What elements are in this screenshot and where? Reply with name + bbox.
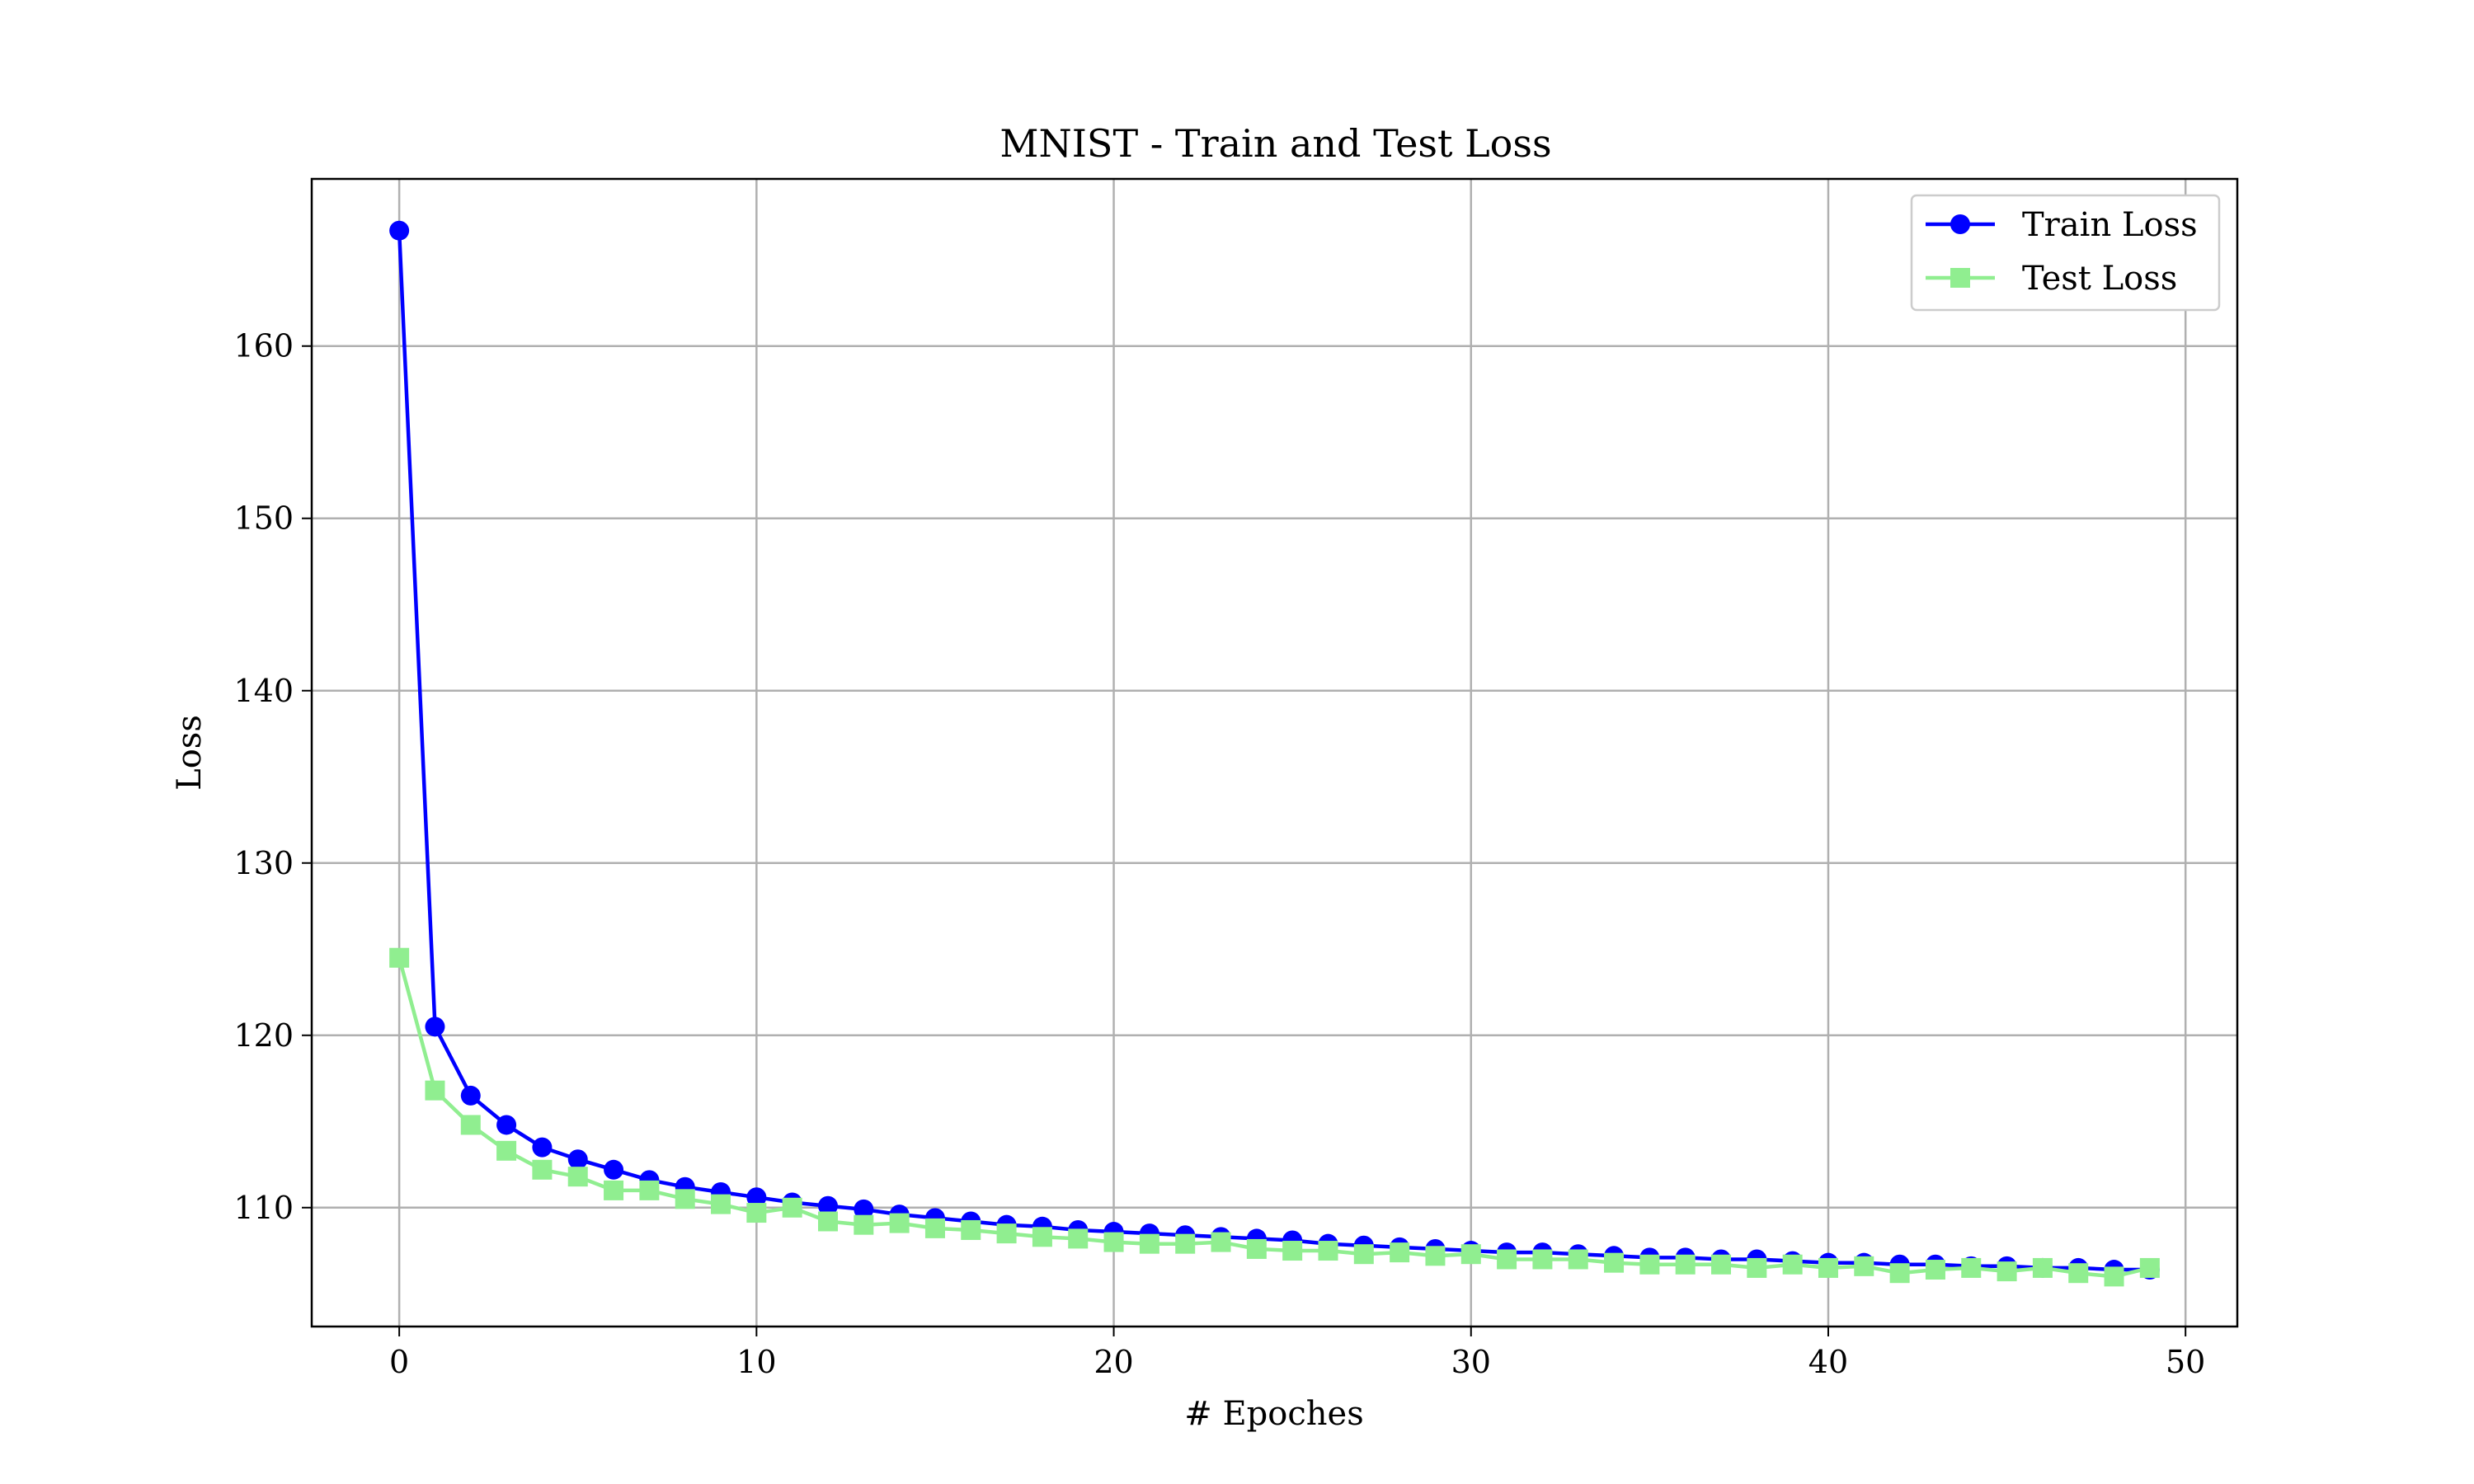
data-point: [1103, 1232, 1124, 1252]
y-tick-label: 160: [233, 328, 294, 364]
data-point: [1961, 1257, 1982, 1278]
y-axis-label: Loss: [171, 715, 209, 791]
chart-title: MNIST - Train and Test Loss: [999, 121, 1551, 166]
y-tick-label: 120: [233, 1017, 294, 1054]
data-point: [2139, 1257, 2160, 1278]
x-tick-label: 10: [736, 1344, 776, 1380]
data-point: [996, 1223, 1017, 1244]
y-tick-label: 130: [233, 845, 294, 881]
data-point: [1818, 1257, 1838, 1278]
data-point: [924, 1218, 945, 1238]
y-tick-label: 150: [233, 500, 294, 537]
axis-ticks: 0 10 20 30 40 50 110 120 130 140 150 160: [233, 328, 2205, 1380]
data-point: [1639, 1254, 1660, 1275]
data-point: [1139, 1233, 1159, 1254]
data-point: [1353, 1244, 1374, 1265]
data-point: [675, 1189, 695, 1209]
data-point: [1782, 1254, 1803, 1275]
data-point: [532, 1137, 553, 1158]
data-point: [1889, 1263, 1910, 1284]
data-point: [2104, 1266, 2124, 1287]
legend-test-label: Test Loss: [2022, 260, 2177, 298]
legend-test-marker: [1950, 268, 1970, 288]
data-point: [817, 1211, 838, 1232]
data-point: [1211, 1232, 1231, 1252]
x-tick-label: 0: [389, 1344, 409, 1380]
data-point: [2032, 1257, 2053, 1278]
plot-frame: [310, 177, 2239, 1328]
data-point: [1425, 1246, 1446, 1266]
legend-train-label: Train Loss: [2022, 206, 2198, 244]
data-point: [1568, 1249, 1588, 1270]
data-point: [746, 1203, 767, 1223]
x-tick-label: 40: [1808, 1344, 1848, 1380]
data-point: [1175, 1233, 1196, 1254]
data-point: [1854, 1256, 1874, 1276]
data-point: [425, 1080, 445, 1101]
legend-train-marker: [1950, 214, 1970, 234]
data-point: [1711, 1254, 1732, 1275]
data-point: [1460, 1244, 1481, 1265]
data-point: [711, 1194, 731, 1214]
data-point: [389, 220, 410, 241]
x-axis-label: # Epoches: [1184, 1395, 1363, 1433]
test-loss-series: [389, 947, 2160, 1287]
data-point: [460, 1115, 481, 1135]
legend: Train Loss Test Loss: [1910, 194, 2221, 312]
data-point: [782, 1197, 802, 1218]
data-point: [496, 1140, 517, 1161]
data-point: [961, 1219, 981, 1240]
y-tick-label: 110: [233, 1190, 294, 1226]
data-point: [1747, 1257, 1767, 1278]
data-point: [2068, 1263, 2089, 1284]
data-point: [1997, 1261, 2017, 1282]
data-point: [1282, 1241, 1303, 1261]
data-point: [567, 1149, 588, 1170]
data-point: [1497, 1249, 1517, 1270]
data-point: [604, 1180, 624, 1200]
x-tick-label: 20: [1094, 1344, 1133, 1380]
data-point: [1604, 1252, 1625, 1273]
data-point: [854, 1214, 874, 1235]
data-point: [1246, 1238, 1267, 1259]
series-layer: [389, 220, 2160, 1287]
y-tick-label: 140: [233, 673, 294, 709]
data-point: [1925, 1260, 1945, 1280]
data-point: [460, 1085, 481, 1106]
data-point: [746, 1187, 767, 1208]
data-point: [1532, 1249, 1553, 1270]
data-point: [1068, 1228, 1089, 1249]
data-point: [1390, 1242, 1410, 1263]
data-point: [425, 1017, 445, 1037]
data-point: [567, 1167, 588, 1187]
data-point: [889, 1213, 910, 1233]
data-point: [389, 947, 410, 968]
data-point: [604, 1159, 624, 1180]
data-point: [1032, 1227, 1052, 1247]
data-point: [1318, 1241, 1338, 1261]
x-tick-label: 50: [2166, 1344, 2205, 1380]
data-point: [817, 1195, 838, 1216]
data-point: [854, 1199, 874, 1219]
x-tick-label: 30: [1451, 1344, 1491, 1380]
data-point: [639, 1180, 660, 1200]
data-point: [1675, 1254, 1696, 1275]
data-point: [496, 1115, 517, 1135]
grid: [312, 179, 2237, 1327]
data-point: [532, 1159, 553, 1180]
